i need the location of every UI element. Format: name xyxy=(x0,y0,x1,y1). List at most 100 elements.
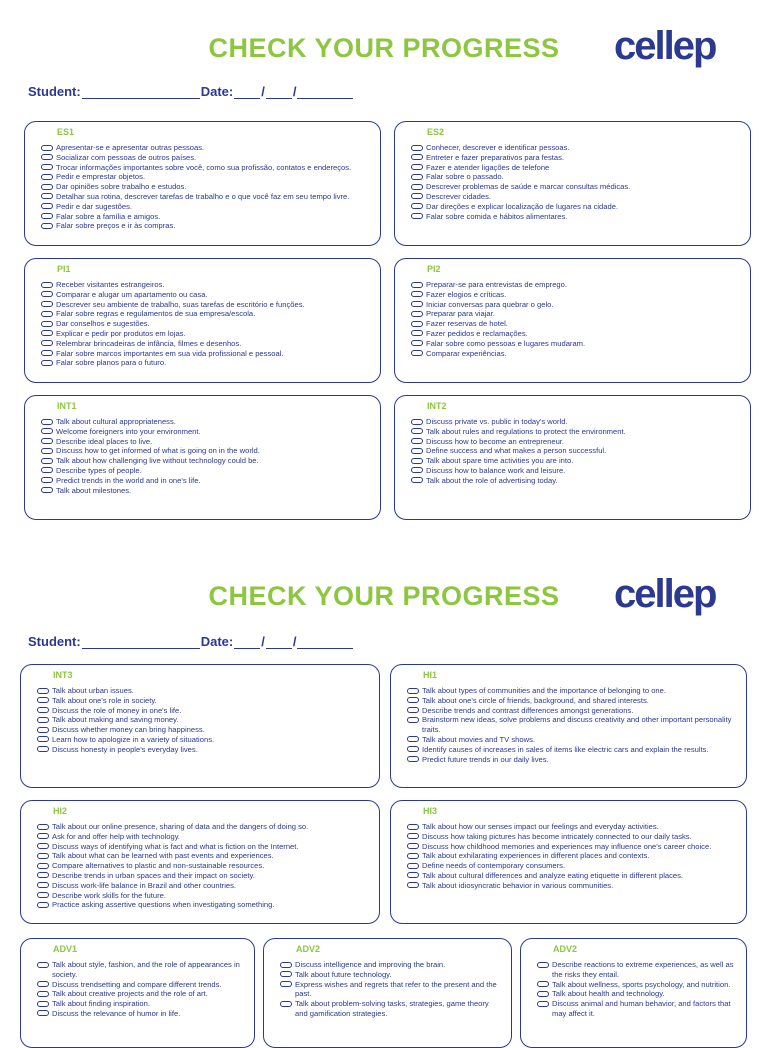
item-text: Talk about future technology. xyxy=(295,969,392,979)
checkbox xyxy=(37,1000,49,1007)
checklist-item: Descrever cidades. xyxy=(411,192,740,202)
checkbox xyxy=(41,447,53,454)
box-code: ES2 xyxy=(427,127,445,137)
progress-box: ADV2 Describe reactions to extreme experi… xyxy=(520,938,747,1048)
checkbox xyxy=(407,852,419,859)
item-text: Describe trends in urban spaces and thei… xyxy=(52,870,255,880)
checklist-item: Discuss the role of money in one's life. xyxy=(37,706,369,716)
checkbox xyxy=(41,213,53,220)
checklist-item: Detalhar sua rotina, descrever tarefas d… xyxy=(41,192,370,202)
item-text: Practice asking assertive questions when… xyxy=(52,900,275,910)
date-label: Date: xyxy=(200,84,234,99)
checklist-item: Talk about exhilarating experiences in d… xyxy=(407,851,736,861)
item-text: Discuss intelligence and improving the b… xyxy=(295,960,446,969)
student-label: Student: xyxy=(28,84,81,99)
checklist-item: Discuss how to balance work and leisure. xyxy=(411,466,740,476)
item-text: Talk about idiosyncratic behavior in var… xyxy=(422,880,614,890)
checkbox xyxy=(407,736,419,743)
checklist-item: Talk about idiosyncratic behavior in var… xyxy=(407,881,736,891)
checklist-item: Define success and what makes a person s… xyxy=(411,446,740,456)
progress-box: ADV1 Talk about style, fashion, and the r… xyxy=(20,938,255,1048)
checklist-item: Discuss animal and human behavior, and f… xyxy=(537,999,736,1019)
checklist-item: Falar sobre como pessoas e lugares mudar… xyxy=(411,339,740,349)
checklist-item: Discuss whether money can bring happines… xyxy=(37,725,369,735)
item-text: Discuss how to balance work and leisure. xyxy=(426,465,566,475)
item-text: Discuss whether money can bring happines… xyxy=(52,725,205,735)
item-text: Define success and what makes a person s… xyxy=(426,446,607,456)
checkbox xyxy=(411,291,423,298)
blank xyxy=(81,86,200,99)
item-list: Discuss intelligence and improving the b… xyxy=(280,960,501,1019)
box-code: ES1 xyxy=(57,127,75,137)
item-text: Discuss ways of identifying what is fact… xyxy=(52,841,299,851)
checkbox xyxy=(41,428,53,435)
item-list: Conhecer, descrever e identificar pessoa… xyxy=(411,143,740,221)
item-text: Preparar para viajar. xyxy=(426,309,495,319)
item-text: Descrever problemas de saúde e marcar co… xyxy=(426,182,631,192)
item-text: Talk about one's circle of friends, back… xyxy=(422,695,649,705)
checklist-item: Fazer e atender ligações de telefone xyxy=(411,163,740,173)
checkbox xyxy=(41,359,53,366)
checkbox xyxy=(37,716,49,723)
page-title: CHECK YOUR PROGRESS xyxy=(208,33,560,63)
item-text: Talk about health and technology. xyxy=(552,989,665,999)
item-text: Talk about our online presence, sharing … xyxy=(52,822,309,831)
checklist-item: Talk about making and saving money. xyxy=(37,715,369,725)
checkbox xyxy=(411,438,423,445)
logo: cellep xyxy=(614,24,717,68)
checklist-item: Talk about finding inspiration. xyxy=(37,999,244,1009)
checklist-item: Talk about style, fashion, and the role … xyxy=(37,960,244,980)
item-list: Talk about cultural appropriateness. Welc… xyxy=(41,417,370,495)
checkbox xyxy=(37,961,49,968)
blank xyxy=(297,86,354,99)
item-text: Talk about how challenging live without … xyxy=(56,456,259,466)
item-text: Fazer e atender ligações de telefone xyxy=(426,162,550,172)
checkbox xyxy=(280,971,292,978)
checkbox xyxy=(41,350,53,357)
checklist-item: Descrever seu ambiente de trabalho, suas… xyxy=(41,300,370,310)
checklist-item: Practice asking assertive questions when… xyxy=(37,900,369,910)
checklist-item: Discuss honesty in people's everyday liv… xyxy=(37,745,369,755)
checkbox xyxy=(41,173,53,180)
checklist-item: Express wishes and regrets that refer to… xyxy=(280,980,501,1000)
checkbox xyxy=(407,872,419,879)
item-text: Discuss how childhood memories and exper… xyxy=(422,841,712,851)
item-text: Falar sobre como pessoas e lugares mudar… xyxy=(426,338,586,348)
checklist-item: Discuss private vs. public in today's wo… xyxy=(411,417,740,427)
checklist-item: Fazer pedidos e reclamações. xyxy=(411,329,740,339)
checkbox xyxy=(41,320,53,327)
item-text: Socializar com pessoas de outros países. xyxy=(56,152,197,162)
checklist-item: Falar sobre o passado. xyxy=(411,172,740,182)
item-text: Discuss the role of money in one's life. xyxy=(52,705,182,715)
item-text: Dar conselhos e sugestões. xyxy=(56,319,150,329)
checklist-item: Discuss intelligence and improving the b… xyxy=(280,960,501,970)
student-line: Student: Date: / / xyxy=(28,84,354,99)
checkbox xyxy=(407,843,419,850)
checklist-item: Talk about problem-solving tasks, strate… xyxy=(280,999,501,1019)
checklist-item: Iniciar conversas para quebrar o gelo. xyxy=(411,300,740,310)
progress-box: HI1 Talk about types of communities and t… xyxy=(390,664,747,788)
checkbox xyxy=(407,862,419,869)
item-text: Talk about spare time activities you are… xyxy=(426,456,574,466)
item-text: Talk about what can be learned with past… xyxy=(52,851,274,861)
checklist-item: Talk about the role of advertising today… xyxy=(411,476,740,486)
item-text: Talk about types of communities and the … xyxy=(422,686,666,695)
checkbox xyxy=(411,193,423,200)
checklist-item: Talk about how challenging live without … xyxy=(41,456,370,466)
item-text: Discuss honesty in people's everyday liv… xyxy=(52,744,198,754)
box-code: ADV2 xyxy=(296,944,321,954)
checkbox xyxy=(411,203,423,210)
box-code: HI3 xyxy=(423,806,438,816)
checkbox xyxy=(41,183,53,190)
checkbox xyxy=(41,467,53,474)
item-text: Talk about cultural differences and anal… xyxy=(422,870,684,880)
item-text: Discuss how taking pictures has become i… xyxy=(422,831,692,841)
checkbox xyxy=(411,144,423,151)
checkbox xyxy=(407,707,419,714)
item-text: Describe types of people. xyxy=(56,465,142,475)
checklist-item: Discuss how taking pictures has become i… xyxy=(407,832,736,842)
checklist-item: Define needs of contemporary consumers. xyxy=(407,861,736,871)
item-text: Pedir e emprestar objetos. xyxy=(56,172,146,182)
checkbox xyxy=(37,1010,49,1017)
checkbox xyxy=(411,467,423,474)
